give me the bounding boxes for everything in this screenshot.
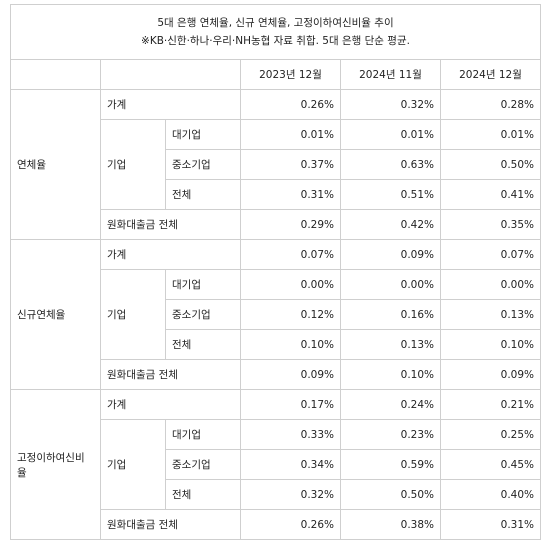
value-cell: 0.01% xyxy=(240,119,341,150)
column-header: 2023년 12월 xyxy=(240,59,341,90)
header-cell xyxy=(100,59,241,90)
value-cell: 0.01% xyxy=(340,119,441,150)
value-cell: 0.10% xyxy=(340,359,441,390)
value-cell: 0.09% xyxy=(439,359,542,390)
header-cell xyxy=(10,59,101,90)
value-cell: 0.09% xyxy=(240,359,341,390)
sub-label: 전체 xyxy=(165,179,241,210)
table-row: 5대 은행 연체율, 신규 연체율, 고정이하여신비율 추이 ※KB·신한·하나·… xyxy=(9,4,542,60)
value-cell: 0.31% xyxy=(439,509,542,540)
row-label: 원화대출금 전체 xyxy=(100,509,241,540)
value-cell: 0.09% xyxy=(340,239,441,270)
value-cell: 0.34% xyxy=(240,449,341,480)
value-cell: 0.10% xyxy=(439,329,542,360)
row-label: 원화대출금 전체 xyxy=(100,359,241,390)
table-row: 중소기업 0.12% 0.16% 0.13% xyxy=(11,299,542,330)
value-cell: 0.13% xyxy=(439,299,542,330)
value-cell: 0.23% xyxy=(340,419,441,450)
title-line: ※KB·신한·하나·우리·NH농협 자료 취합. 5대 은행 단순 평균. xyxy=(141,35,410,47)
value-cell: 0.32% xyxy=(340,89,441,120)
value-cell: 0.00% xyxy=(340,269,441,300)
sub-label: 전체 xyxy=(165,329,241,360)
table-row: 기업 대기업 0.01% 0.01% 0.01% xyxy=(11,119,542,210)
table-row: 원화대출금 전체 0.29% 0.42% 0.35% xyxy=(11,209,542,240)
value-cell: 0.41% xyxy=(439,179,542,210)
table-row: 기업 대기업 0.00% 0.00% 0.00% xyxy=(11,269,542,360)
value-cell: 0.21% xyxy=(439,389,542,420)
sub-label: 중소기업 xyxy=(165,149,241,180)
table-row: 원화대출금 전체 0.09% 0.10% 0.09% xyxy=(11,359,542,390)
value-cell: 0.59% xyxy=(340,449,441,480)
sub-label: 중소기업 xyxy=(165,299,241,330)
value-cell: 0.35% xyxy=(439,209,542,240)
row-label: 가계 xyxy=(100,89,241,120)
group-label: 연체율 xyxy=(10,89,101,240)
sub-label: 중소기업 xyxy=(165,449,241,480)
value-cell: 0.28% xyxy=(439,89,542,120)
value-cell: 0.33% xyxy=(240,419,341,450)
value-cell: 0.10% xyxy=(240,329,341,360)
value-cell: 0.51% xyxy=(340,179,441,210)
value-cell: 0.25% xyxy=(439,419,542,450)
value-cell: 0.07% xyxy=(240,239,341,270)
row-label: 기업 xyxy=(100,269,166,360)
title-cell: 5대 은행 연체율, 신규 연체율, 고정이하여신비율 추이 ※KB·신한·하나·… xyxy=(9,4,542,60)
value-cell: 0.37% xyxy=(240,149,341,180)
table-row: 고정이하여신비율 가계 0.17% 0.24% 0.21% xyxy=(10,389,542,540)
table-row: 전체 0.32% 0.50% 0.40% xyxy=(11,479,542,510)
value-cell: 0.50% xyxy=(340,479,441,510)
table-row: 원화대출금 전체 0.26% 0.38% 0.31% xyxy=(11,509,542,540)
value-cell: 0.12% xyxy=(240,299,341,330)
row-label: 기업 xyxy=(100,419,166,510)
group-label: 신규연체율 xyxy=(10,239,101,390)
data-table: 5대 은행 연체율, 신규 연체율, 고정이하여신비율 추이 ※KB·신한·하나·… xyxy=(9,4,542,540)
group-label: 고정이하여신비율 xyxy=(10,389,101,540)
value-cell: 0.32% xyxy=(240,479,341,510)
value-cell: 0.01% xyxy=(439,119,542,150)
value-cell: 0.00% xyxy=(439,269,542,300)
sub-label: 대기업 xyxy=(165,419,241,450)
row-label: 기업 xyxy=(100,119,166,210)
row-label: 가계 xyxy=(100,389,241,420)
value-cell: 0.40% xyxy=(439,479,542,510)
value-cell: 0.00% xyxy=(240,269,341,300)
value-cell: 0.63% xyxy=(340,149,441,180)
value-cell: 0.13% xyxy=(340,329,441,360)
value-cell: 0.24% xyxy=(340,389,441,420)
table-row: 전체 0.10% 0.13% 0.10% xyxy=(11,329,542,360)
table-row: 중소기업 0.37% 0.63% 0.50% xyxy=(11,149,542,180)
value-cell: 0.45% xyxy=(439,449,542,480)
table-row: 연체율 가계 0.26% 0.32% 0.28% xyxy=(10,89,542,240)
value-cell: 0.29% xyxy=(240,209,341,240)
value-cell: 0.07% xyxy=(439,239,542,270)
table-row: 전체 0.31% 0.51% 0.41% xyxy=(11,179,542,210)
table-row: 신규연체율 가계 0.07% 0.09% 0.07% xyxy=(10,239,542,390)
value-cell: 0.26% xyxy=(240,89,341,120)
value-cell: 0.26% xyxy=(240,509,341,540)
column-header: 2024년 11월 xyxy=(340,59,441,90)
sub-label: 대기업 xyxy=(165,119,241,150)
table-row: 2023년 12월 2024년 11월 2024년 12월 xyxy=(10,59,542,90)
value-cell: 0.50% xyxy=(439,149,542,180)
row-label: 가계 xyxy=(100,239,241,270)
value-cell: 0.42% xyxy=(340,209,441,240)
value-cell: 0.16% xyxy=(340,299,441,330)
value-cell: 0.17% xyxy=(240,389,341,420)
sub-label: 대기업 xyxy=(165,269,241,300)
sub-label: 전체 xyxy=(165,479,241,510)
column-header: 2024년 12월 xyxy=(439,59,542,90)
value-cell: 0.31% xyxy=(240,179,341,210)
title-line: 5대 은행 연체율, 신규 연체율, 고정이하여신비율 추이 xyxy=(157,17,394,29)
row-label: 원화대출금 전체 xyxy=(100,209,241,240)
value-cell: 0.38% xyxy=(340,509,441,540)
table-body: 5대 은행 연체율, 신규 연체율, 고정이하여신비율 추이 ※KB·신한·하나·… xyxy=(9,4,542,540)
